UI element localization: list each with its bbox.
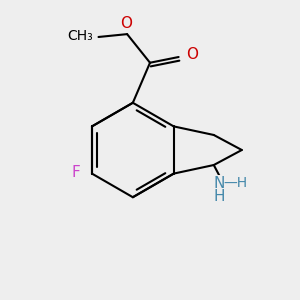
- Text: N: N: [214, 176, 225, 191]
- Text: F: F: [72, 165, 81, 180]
- Text: O: O: [120, 16, 132, 31]
- Text: H: H: [214, 189, 225, 204]
- Text: O: O: [186, 47, 198, 62]
- Text: —H: —H: [224, 176, 248, 190]
- Text: CH₃: CH₃: [67, 28, 93, 43]
